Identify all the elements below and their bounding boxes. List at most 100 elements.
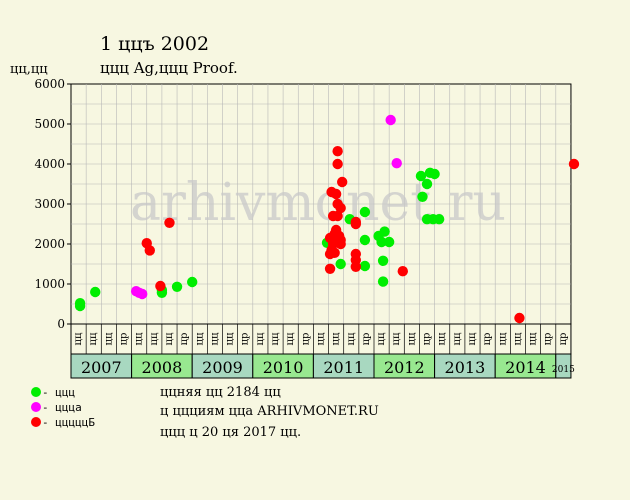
legend-label-magenta: - ццца: [42, 401, 82, 414]
year-label: 2012: [384, 358, 425, 377]
data-point: [385, 114, 396, 126]
chart-subtitle: ццц Ag,ццц Proof.: [100, 59, 238, 77]
data-point: [90, 286, 101, 298]
data-point: [415, 170, 427, 182]
period-label: цц: [331, 332, 342, 345]
y-tick-label: 4000: [34, 157, 65, 171]
period-label: цц: [528, 332, 539, 345]
data-point: [144, 245, 155, 256]
data-point: [350, 261, 362, 272]
period-label: цц: [467, 332, 478, 345]
data-points: [74, 114, 580, 324]
period-label: цц: [406, 332, 417, 345]
data-point: [187, 276, 198, 288]
data-point: [383, 236, 395, 248]
data-point: [379, 226, 390, 237]
period-label: цц: [452, 332, 463, 345]
note-date: ццц ц 20 ця 2017 цц.: [160, 425, 301, 440]
data-point: [330, 188, 342, 200]
period-label-row: цц цц цц цр цц цц цц цр цц цц цц цр цц цц цц цр цц цц цц цр…: [70, 323, 572, 355]
y-tick-label: 3000: [34, 197, 65, 211]
y-tick-label: 5000: [34, 117, 65, 131]
data-point: [350, 248, 362, 260]
data-point: [429, 168, 440, 180]
year-label: 2007: [81, 358, 122, 377]
period-label: цц: [391, 332, 402, 345]
data-point: [391, 158, 402, 169]
period-label: цц: [285, 332, 296, 345]
year-label: 2008: [142, 358, 183, 377]
period-label: цр: [422, 333, 433, 346]
period-label: цр: [119, 333, 130, 346]
y-axis-ticks: 0 1000 2000 3000 4000 5000 6000: [34, 77, 71, 331]
data-point: [568, 158, 580, 170]
note-average-price: ццняя цц 2184 цц: [160, 385, 281, 400]
legend-label-green: - ццц: [42, 386, 75, 399]
data-point: [155, 280, 166, 292]
period-label: цр: [240, 333, 251, 346]
y-tick-label: 2000: [34, 237, 65, 251]
period-label: цр: [361, 333, 372, 346]
data-point: [377, 276, 389, 287]
period-label: цц: [194, 332, 205, 345]
data-point: [324, 263, 336, 274]
data-point: [332, 146, 343, 157]
data-point: [359, 260, 371, 272]
year-band-row: 2007 2008 2009 2010 2011 2012 2013 2014 2015: [70, 353, 575, 379]
period-label: цц: [346, 332, 357, 345]
data-point: [376, 236, 387, 248]
period-label: цр: [179, 333, 190, 346]
legend-marker-green: [31, 387, 41, 397]
period-label: цц: [88, 332, 99, 345]
data-point: [359, 206, 371, 218]
period-label: цц: [270, 332, 281, 345]
data-point: [377, 255, 389, 266]
data-point: [514, 312, 525, 324]
data-point: [327, 210, 339, 222]
year-label: 2013: [445, 358, 486, 377]
data-point: [421, 178, 433, 190]
y-tick-label: 6000: [34, 77, 65, 91]
year-band: [191, 353, 254, 379]
year-band: [70, 353, 133, 379]
data-point: [335, 258, 346, 270]
period-label: цц: [315, 332, 326, 345]
data-point: [417, 191, 428, 202]
year-band: [434, 353, 496, 379]
period-label: цц: [209, 332, 220, 345]
period-label: цц: [437, 332, 448, 345]
data-point: [329, 247, 340, 258]
y-tick-label: 0: [57, 317, 65, 331]
data-point: [336, 176, 348, 188]
period-label: цр: [482, 333, 493, 346]
chart-title: 1 ццъ 2002: [100, 33, 209, 55]
period-label: цц: [149, 332, 160, 345]
year-band: [252, 353, 314, 379]
data-point: [335, 234, 346, 246]
data-point: [335, 202, 346, 214]
year-label: 2011: [323, 358, 364, 377]
legend: - ццц - ццца - цццццБ: [31, 386, 95, 429]
year-label: 2015: [552, 365, 575, 375]
period-label: цр: [558, 333, 569, 346]
data-point: [74, 300, 86, 312]
period-label: цц: [73, 332, 84, 345]
year-label: 2010: [263, 358, 304, 377]
year-label: 2014: [505, 358, 546, 377]
legend-label-red: - цццццБ: [42, 416, 95, 429]
period-label: цц: [103, 332, 114, 345]
period-label: цц: [134, 332, 145, 345]
year-band: [555, 353, 572, 379]
data-point: [397, 266, 408, 277]
data-point: [350, 216, 362, 228]
data-point: [433, 214, 445, 225]
data-point: [332, 158, 343, 170]
y-tick-label: 1000: [34, 277, 65, 291]
period-label: цц: [497, 332, 508, 345]
watermark: arhivmonet.ru: [130, 173, 506, 233]
period-label: цц: [376, 332, 387, 345]
period-label: цр: [543, 333, 554, 346]
period-row-box: [70, 323, 572, 355]
y-axis-label: цц,цц: [10, 62, 48, 77]
